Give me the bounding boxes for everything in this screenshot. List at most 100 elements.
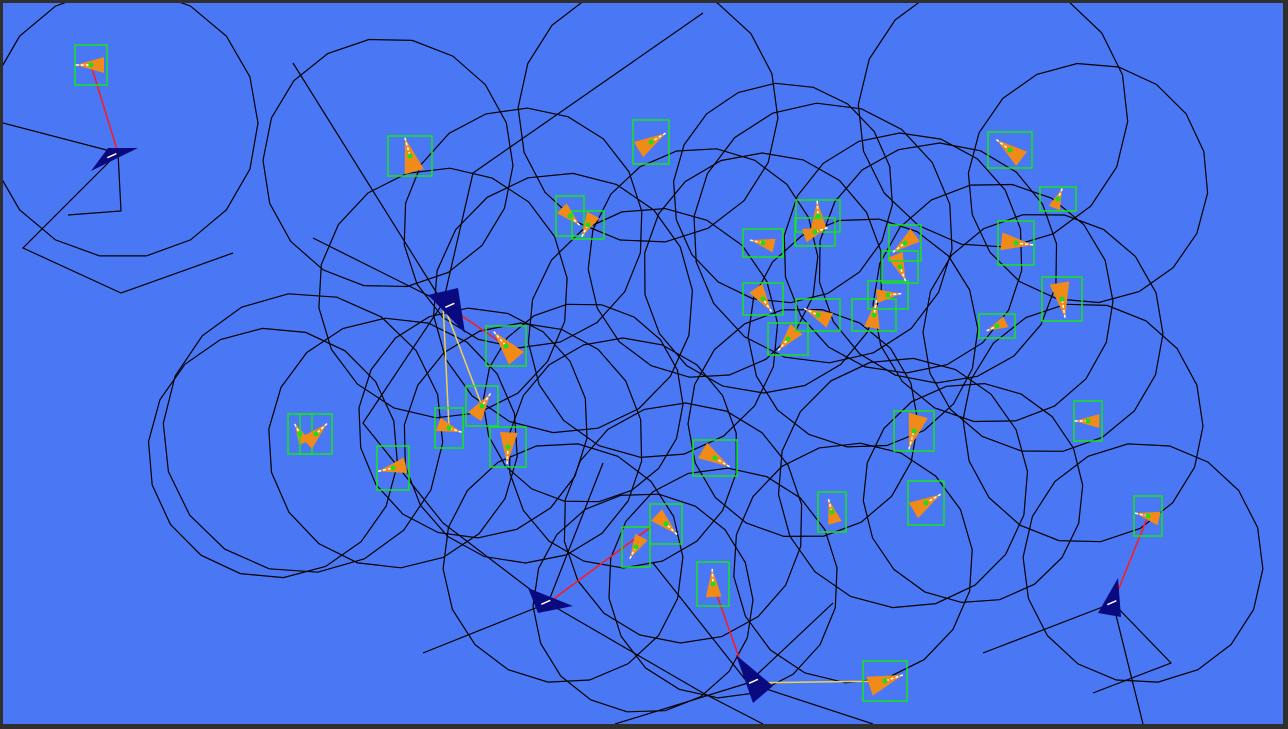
prey-heading [294,423,301,435]
prey-body [697,442,730,467]
predator-heading [1107,599,1117,606]
vision-cone-edge [982,602,1144,724]
prey-agent [742,282,784,316]
prey-center [760,240,766,246]
prey-agent [434,407,464,449]
prey-center [785,336,791,342]
prey-center [882,678,888,684]
sensor-range-circle [747,218,979,448]
predator-heading [541,599,551,606]
prey-heading [995,139,1011,151]
prey-center [897,264,903,270]
prey-bounding-box [376,445,410,491]
prey-heading [1015,242,1034,246]
target-link-line [1112,515,1149,604]
sensor-range-circle [509,337,737,569]
prey-bounding-box [1041,276,1083,322]
prey-body [804,308,834,328]
sensor-range-circle [403,107,643,349]
prey-bounding-box [696,561,730,607]
sensor-range-circle [527,207,779,459]
prey-bounding-box [632,119,670,165]
prey-center [663,521,669,527]
prey-bounding-box [867,280,909,310]
prey-agent [978,313,1016,339]
sensor-range-circle [162,293,444,573]
prey-bounding-box [767,322,809,356]
prey-bounding-box [649,503,683,545]
sensor-ranges [3,3,1264,713]
prey-center [871,312,877,318]
prey-center [911,428,917,434]
sensor-range-circle [517,3,779,243]
prey-heading [899,266,907,282]
target-link-line [442,302,450,429]
prey-heading [986,325,998,332]
prey-bounding-box [742,282,784,316]
sensor-range-circle [687,308,919,538]
predator-agent [1098,578,1121,617]
predator-agent [736,655,773,703]
prey-bounding-box [621,526,651,568]
predator-heading [445,302,455,309]
prey-agent [632,119,670,165]
sensor-range-circle [147,327,399,579]
prey-bounding-box [881,250,919,284]
sensor-range-circle [432,172,694,434]
prey-heading [1061,298,1066,318]
prey-agent [692,439,738,477]
prey-bounding-box [489,426,527,468]
prey-center [407,153,413,159]
prey-agent [893,410,935,452]
prey-center [503,343,509,349]
vision-cone-edge [1092,602,1173,694]
prey-heading [650,132,667,143]
prey-agent [485,325,527,367]
prey-agent [465,385,499,427]
prey-body [802,227,828,243]
prey-body [866,675,903,696]
prey-center [1007,147,1013,153]
sensor-range-circle [1022,443,1264,683]
sensor-range-circle [3,3,259,257]
prey-center [1055,196,1061,202]
prey-heading [506,446,509,465]
prey-bounding-box [862,660,908,702]
predator-body [1098,578,1121,617]
prey-center [760,296,766,302]
sensor-range-circle [644,152,882,394]
prey-heading [404,137,411,157]
prey-heading [884,674,904,682]
prey-heading [816,200,819,217]
predator-body [428,288,465,333]
prey-center [1059,296,1065,302]
prey-agent [888,224,922,262]
prey-body [651,509,677,535]
prey-bounding-box [795,298,841,332]
prey-center [648,139,654,145]
target-link-line [747,680,886,684]
prey-center [479,403,485,409]
prey-body [1049,281,1070,318]
prey-center [1013,240,1019,246]
predator-agent [528,588,573,613]
prey-bounding-box [851,298,897,332]
prey-bounding-box [299,413,333,455]
vision-cone-edge [442,462,604,604]
simulation-canvas [3,3,1283,724]
vision-cone-edge [3,122,122,216]
prey-heading [873,299,878,316]
vision-cone-edge [21,152,234,294]
prey-bounding-box [893,410,935,452]
prey-heading [481,393,492,407]
prey-bounding-box [1039,186,1077,212]
prey-agent [74,44,108,86]
prey-bounding-box [817,491,847,533]
prey-bounding-box [555,195,585,237]
prey-agent [621,526,651,568]
prey-center [712,455,718,461]
sensor-range-circle [563,402,803,644]
vision-cone-edge [614,682,874,724]
prey-agent [387,135,433,177]
prey-body [828,499,842,525]
